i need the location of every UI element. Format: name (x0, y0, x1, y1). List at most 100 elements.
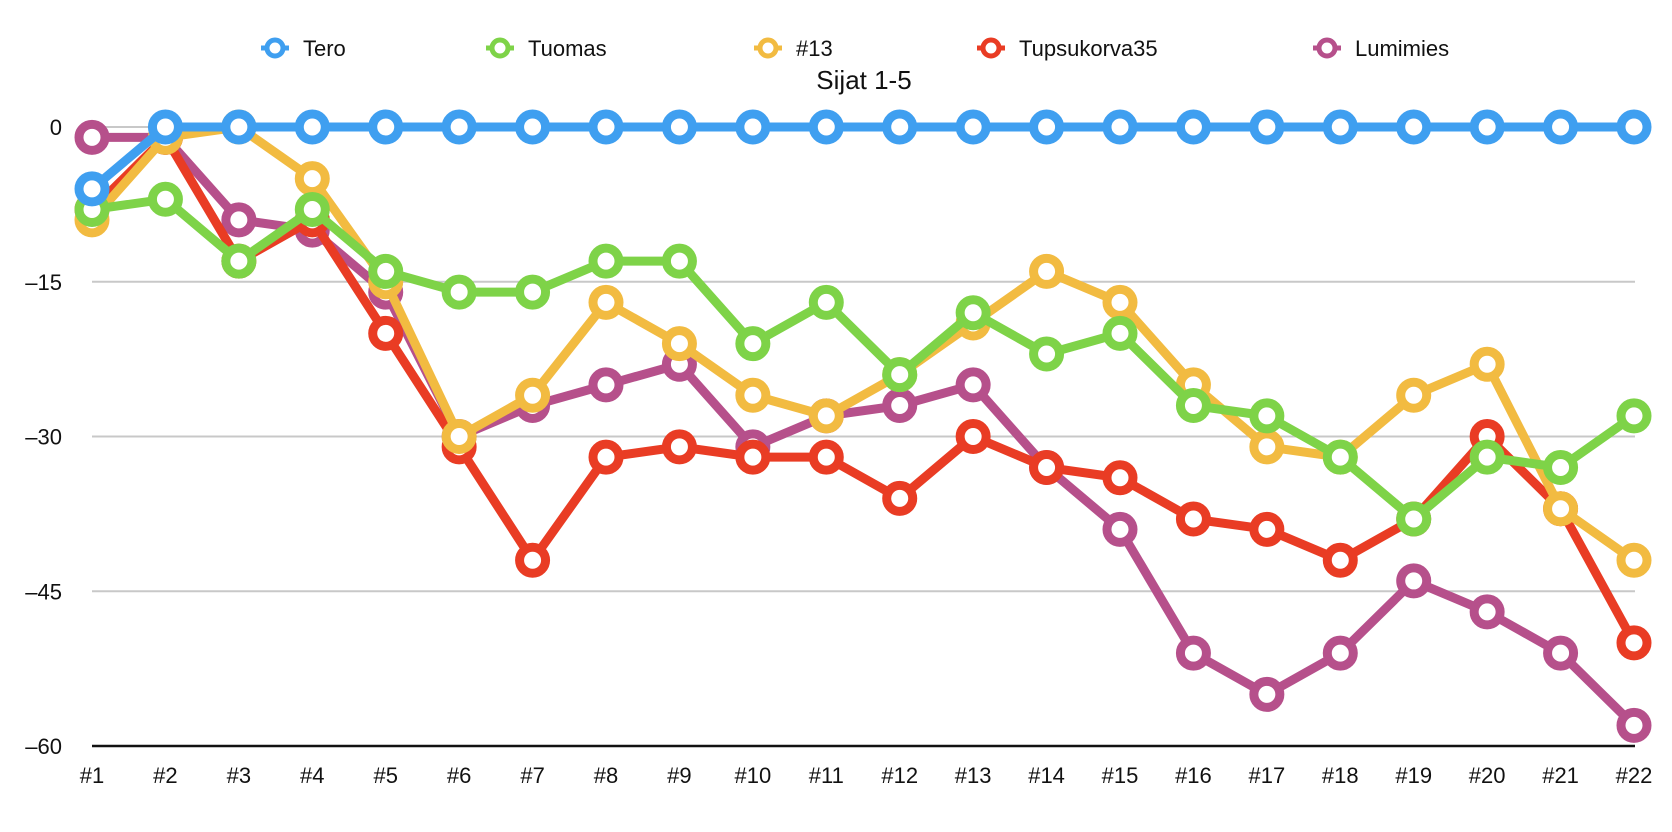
x-axis: #1 #2 #3 #4 #5 #6 #7 #8 #9 #10 #11 #12 #13 #14 #15 #16 #… (80, 744, 1653, 788)
data-point (368, 315, 404, 351)
data-point (1249, 511, 1285, 547)
series-line (87, 194, 1639, 524)
x-tick-label: #1 (80, 763, 104, 788)
data-point (1249, 109, 1285, 145)
legend-label: Tuomas (528, 36, 607, 61)
data-point (808, 109, 844, 145)
legend-circle-marker (489, 37, 511, 59)
x-tick-label: #6 (447, 763, 471, 788)
data-point (1543, 109, 1579, 145)
series-line (87, 122, 1639, 194)
data-point (1249, 398, 1285, 434)
data-point (1616, 707, 1652, 743)
data-point (515, 377, 551, 413)
data-point (955, 295, 991, 331)
x-tick-label: #8 (594, 763, 618, 788)
data-point (882, 357, 918, 393)
data-point (808, 284, 844, 320)
x-tick-label: #4 (300, 763, 324, 788)
data-point (882, 480, 918, 516)
data-point (1175, 388, 1211, 424)
data-point (1029, 336, 1065, 372)
data-point (808, 439, 844, 475)
data-point (1396, 501, 1432, 537)
data-point (661, 109, 697, 145)
data-point (1469, 346, 1505, 382)
data-point (1102, 315, 1138, 351)
x-tick-label: #20 (1469, 763, 1506, 788)
data-point (808, 398, 844, 434)
y-tick-label: –60 (25, 734, 62, 759)
data-point (1396, 377, 1432, 413)
data-point (735, 326, 771, 362)
x-tick-label: #7 (520, 763, 544, 788)
legend-circle-marker (1316, 37, 1338, 59)
data-point (1175, 109, 1211, 145)
legend-item: Tero (261, 36, 346, 61)
legend: Tero Tuomas #13 Tupsukorva35 Lumimies (261, 36, 1449, 61)
y-tick-label: –45 (25, 579, 62, 604)
data-point (1616, 542, 1652, 578)
data-point (1029, 253, 1065, 289)
data-point (1396, 109, 1432, 145)
data-point (1249, 429, 1285, 465)
data-point (588, 243, 624, 279)
data-point (74, 171, 110, 207)
x-tick-label: #10 (734, 763, 771, 788)
data-point (1322, 635, 1358, 671)
data-point (368, 109, 404, 145)
legend-item: #13 (754, 36, 833, 61)
x-tick-label: #17 (1248, 763, 1285, 788)
data-point (1029, 109, 1065, 145)
series-tuomas (74, 181, 1652, 537)
data-point (1469, 439, 1505, 475)
data-point (515, 109, 551, 145)
series-layer (74, 109, 1652, 743)
x-tick-label: #21 (1542, 763, 1579, 788)
x-tick-label: #15 (1102, 763, 1139, 788)
data-point (1616, 109, 1652, 145)
data-point (294, 109, 330, 145)
x-tick-label: #19 (1395, 763, 1432, 788)
data-point (1616, 398, 1652, 434)
x-tick-label: #18 (1322, 763, 1359, 788)
data-point (661, 429, 697, 465)
data-point (1322, 439, 1358, 475)
data-point (735, 377, 771, 413)
data-point (955, 419, 991, 454)
y-axis: 0 –15 –30 –45 –60 (25, 115, 62, 759)
data-point (221, 202, 257, 238)
series-line (87, 122, 1639, 565)
x-tick-label: #2 (153, 763, 177, 788)
data-point (147, 109, 183, 145)
legend-item: Tuomas (486, 36, 607, 61)
legend-label: Tupsukorva35 (1019, 36, 1158, 61)
data-point (735, 439, 771, 475)
data-point (515, 542, 551, 578)
data-point (368, 253, 404, 289)
data-point (441, 274, 477, 310)
data-point (441, 109, 477, 145)
data-point (1102, 460, 1138, 496)
data-point (1469, 109, 1505, 145)
data-point (1543, 635, 1579, 671)
data-point (1175, 635, 1211, 671)
data-point (1029, 449, 1065, 485)
x-tick-label: #3 (227, 763, 251, 788)
series-lumimies (74, 119, 1652, 743)
data-point (955, 109, 991, 145)
data-point (1616, 625, 1652, 661)
series-line (87, 132, 1639, 730)
data-point (1322, 542, 1358, 578)
data-point (221, 243, 257, 279)
x-tick-label: #22 (1616, 763, 1653, 788)
data-point (588, 367, 624, 403)
data-point (515, 274, 551, 310)
x-tick-label: #5 (373, 763, 397, 788)
legend-item: Lumimies (1313, 36, 1449, 61)
data-point (1102, 109, 1138, 145)
data-point (1543, 491, 1579, 527)
y-tick-label: –15 (25, 270, 62, 295)
data-point (661, 326, 697, 362)
